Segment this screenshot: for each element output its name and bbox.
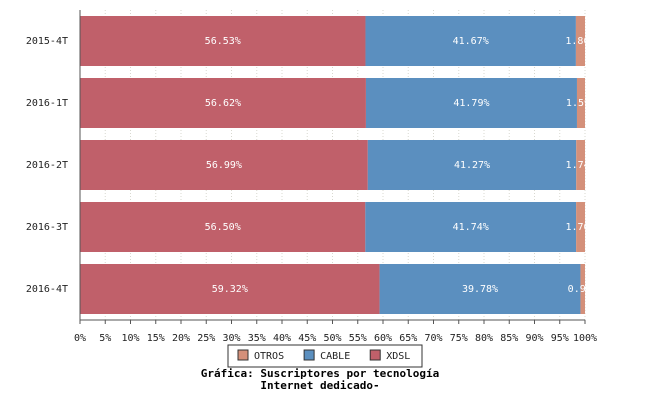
bar-segment: [80, 202, 366, 252]
bar-segment: [575, 16, 585, 66]
legend-label: OTROS: [254, 351, 284, 362]
bar-segment: [576, 140, 585, 190]
bar-segment: [580, 264, 585, 314]
value-label: 1.80%: [565, 36, 595, 47]
y-tick-label: 2016-3T: [26, 222, 68, 233]
value-label: 56.99%: [206, 160, 242, 171]
bar-segment: [365, 78, 577, 128]
value-label: 41.74%: [453, 222, 489, 233]
value-label: 41.27%: [454, 160, 490, 171]
bar-segment: [80, 78, 366, 128]
bar-segment: [367, 140, 577, 190]
value-label: 41.67%: [453, 36, 489, 47]
x-tick-label: 100%: [573, 333, 597, 344]
bar-segment: [379, 264, 581, 314]
x-tick-label: 70%: [424, 333, 442, 344]
value-label: 56.53%: [205, 36, 241, 47]
bar-segment: [80, 16, 366, 66]
x-tick-label: 55%: [349, 333, 367, 344]
x-tick-label: 5%: [99, 333, 111, 344]
y-tick-label: 2016-4T: [26, 284, 68, 295]
value-label: 1.59%: [566, 98, 596, 109]
value-label: 56.62%: [205, 98, 241, 109]
legend-swatch: [303, 349, 315, 361]
legend-swatch: [369, 349, 381, 361]
x-tick-label: 0%: [74, 333, 86, 344]
legend-label: XDSL: [386, 351, 410, 362]
x-tick-label: 50%: [323, 333, 341, 344]
value-label: 0.90%: [568, 284, 598, 295]
y-tick-label: 2016-2T: [26, 160, 68, 171]
bar-segment: [365, 16, 576, 66]
x-tick-label: 35%: [248, 333, 266, 344]
x-tick-label: 30%: [222, 333, 240, 344]
x-tick-label: 95%: [551, 333, 569, 344]
x-tick-label: 60%: [374, 333, 392, 344]
bar-segment: [365, 202, 577, 252]
y-tick-label: 2016-1T: [26, 98, 68, 109]
y-tick-label: 2015-4T: [26, 36, 68, 47]
x-tick-label: 25%: [197, 333, 215, 344]
value-label: 56.50%: [205, 222, 241, 233]
x-tick-label: 40%: [273, 333, 291, 344]
bar-segment: [80, 140, 368, 190]
value-label: 1.74%: [566, 160, 596, 171]
plot-area: 56.53% 41.67% 1.80% 56.62% 41.79% 1.59% 56.99%…: [80, 16, 598, 314]
x-tick-label: 15%: [147, 333, 165, 344]
value-label: 41.79%: [453, 98, 489, 109]
x-tick-label: 85%: [500, 333, 518, 344]
x-tick-label: 20%: [172, 333, 190, 344]
x-tick-label: 80%: [475, 333, 493, 344]
value-label: 59.32%: [212, 284, 248, 295]
bar-segment: [576, 202, 585, 252]
legend-label: CABLE: [320, 351, 350, 362]
x-tick-label: 45%: [298, 333, 316, 344]
x-tick-label: 65%: [399, 333, 417, 344]
chart-title: Gráfica: Suscriptores por tecnología: [201, 367, 439, 380]
legend-swatch: [237, 349, 249, 361]
bar-segment: [80, 264, 380, 314]
chart-subtitle: Internet dedicado-: [260, 379, 379, 392]
bar-segment: [576, 78, 585, 128]
x-tick-label: 75%: [450, 333, 468, 344]
x-tick-label: 10%: [121, 333, 139, 344]
value-label: 39.78%: [462, 284, 498, 295]
x-tick-label: 90%: [525, 333, 543, 344]
value-label: 1.76%: [566, 222, 596, 233]
